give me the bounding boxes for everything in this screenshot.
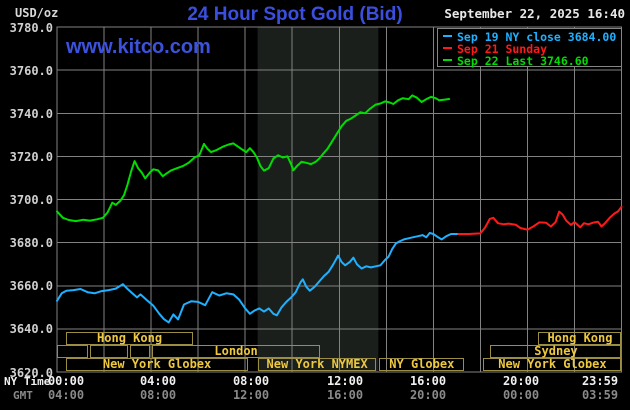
x-axis-label-gmt: 16:00 bbox=[326, 388, 364, 402]
ny-time-axis-label: NY Time bbox=[4, 375, 51, 388]
y-axis-label: 3660.0 bbox=[9, 279, 53, 294]
y-axis-label: 3780.0 bbox=[9, 20, 53, 35]
y-axis-label: 3700.0 bbox=[9, 193, 53, 207]
legend-dash-icon bbox=[443, 59, 452, 61]
kitco-watermark-link[interactable]: www.kitco.com bbox=[66, 36, 211, 58]
y-axis-label: 3740.0 bbox=[9, 106, 53, 121]
session-box-hong-kong: Hong Kong bbox=[538, 331, 622, 345]
session-box bbox=[89, 344, 129, 358]
x-axis-label-ny: 20:00 bbox=[502, 374, 540, 388]
series-line-sep21 bbox=[457, 205, 623, 235]
y-axis-label: 3680.0 bbox=[9, 236, 53, 251]
x-axis-label-gmt: 20:00 bbox=[409, 388, 447, 402]
legend-entry-sep21: Sep 21 Sunday bbox=[438, 42, 621, 56]
session-box-new-york-globex: New York Globex bbox=[483, 357, 622, 371]
legend-entry-sep22: Sep 22 Last 3746.60 bbox=[438, 54, 621, 68]
x-axis-label-ny: 08:00 bbox=[232, 374, 270, 388]
legend-entry-sep19: Sep 19 NY close 3684.00 bbox=[438, 30, 621, 44]
chart-datetime: September 22, 2025 16:40 bbox=[444, 6, 625, 21]
x-axis-label-ny: 23:59 bbox=[581, 374, 619, 388]
x-axis-label-gmt: 03:59 bbox=[581, 388, 619, 402]
legend-dash-icon bbox=[443, 35, 452, 37]
session-box-london: London bbox=[152, 344, 321, 358]
session-box-new-york-globex: New York Globex bbox=[65, 357, 249, 371]
x-axis-label-ny: 16:00 bbox=[409, 374, 447, 388]
session-box-ny-globex: NY Globex bbox=[379, 357, 465, 371]
x-axis-label-gmt: 08:00 bbox=[139, 388, 177, 402]
session-box bbox=[130, 344, 151, 358]
y-axis-label: 3620.0 bbox=[9, 365, 53, 380]
x-axis-label-gmt: 00:00 bbox=[502, 388, 540, 402]
y-axis-label: 3760.0 bbox=[9, 63, 53, 78]
x-axis-label-ny: 00:00 bbox=[47, 374, 85, 388]
gmt-axis-label: GMT bbox=[13, 389, 33, 402]
series-line-sep22 bbox=[56, 94, 451, 223]
session-box bbox=[57, 344, 89, 358]
x-axis-label-gmt: 12:00 bbox=[232, 388, 270, 402]
series-line-sep19 bbox=[56, 231, 460, 324]
session-box-hong-kong: Hong Kong bbox=[65, 331, 194, 345]
y-axis-unit-label: USD/oz bbox=[15, 6, 59, 20]
plot-border bbox=[56, 26, 622, 373]
page-title: 24 Hour Spot Gold (Bid) bbox=[187, 4, 403, 25]
legend: Sep 19 NY close 3684.00 Sep 21 Sunday Sep … bbox=[437, 28, 622, 68]
session-box-new-york-nymex: New York NYMEX bbox=[258, 357, 377, 371]
legend-dash-icon bbox=[443, 47, 452, 49]
y-axis-label: 3720.0 bbox=[9, 149, 53, 164]
x-axis-label-gmt: 04:00 bbox=[47, 388, 85, 402]
y-axis-label: 3640.0 bbox=[9, 322, 53, 337]
x-axis-label-ny: 12:00 bbox=[326, 374, 364, 388]
session-box-sydney: Sydney bbox=[490, 344, 622, 358]
x-axis-label-ny: 04:00 bbox=[139, 374, 177, 388]
